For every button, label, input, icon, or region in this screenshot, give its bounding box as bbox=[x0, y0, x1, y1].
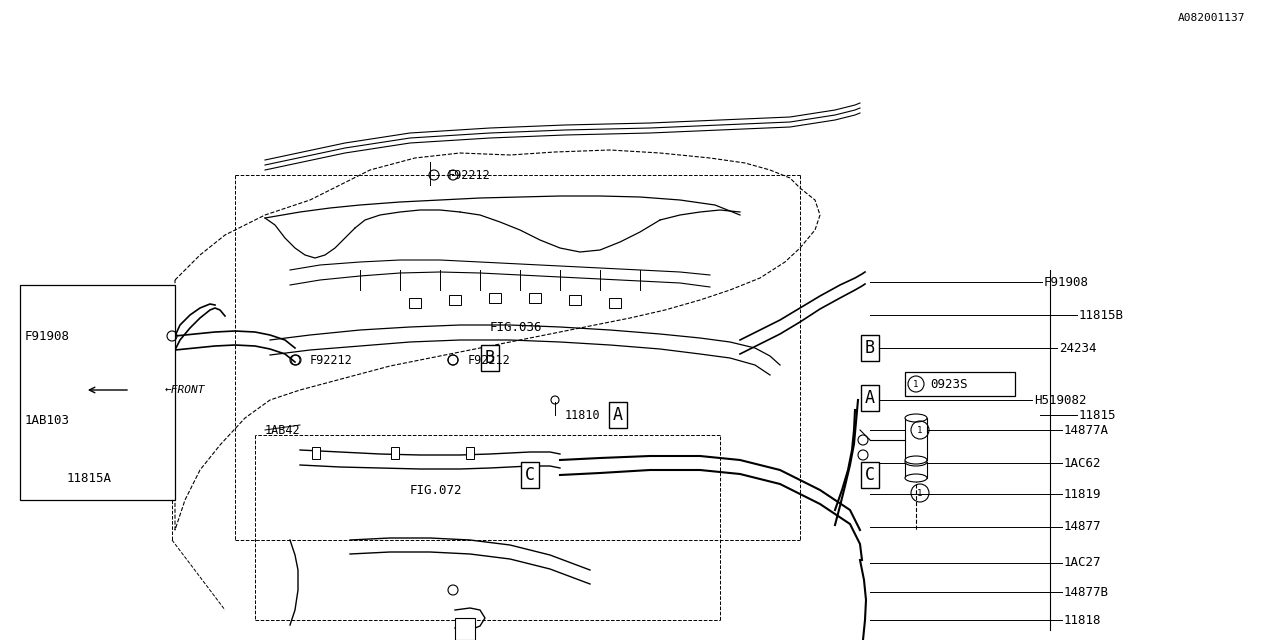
Text: 11815A: 11815A bbox=[67, 472, 113, 484]
Text: 1: 1 bbox=[914, 380, 919, 388]
Text: 1: 1 bbox=[918, 488, 923, 497]
Text: 1: 1 bbox=[918, 426, 923, 435]
Text: 24234: 24234 bbox=[1059, 342, 1097, 355]
Text: 11810: 11810 bbox=[564, 408, 600, 422]
Text: 1AB103: 1AB103 bbox=[26, 413, 70, 426]
Text: 14877B: 14877B bbox=[1064, 586, 1108, 598]
Bar bbox=[449, 295, 461, 305]
Text: 11815B: 11815B bbox=[1079, 308, 1124, 321]
Text: 14877: 14877 bbox=[1064, 520, 1102, 534]
Ellipse shape bbox=[905, 474, 927, 482]
Bar bbox=[905, 462, 927, 478]
Text: FIG.036: FIG.036 bbox=[490, 321, 543, 333]
Text: 1AC27: 1AC27 bbox=[1064, 557, 1102, 570]
Bar bbox=[609, 298, 621, 308]
Bar bbox=[466, 447, 474, 459]
Text: F92212: F92212 bbox=[448, 168, 490, 182]
Text: 11818: 11818 bbox=[1064, 614, 1102, 627]
Text: 1AB42: 1AB42 bbox=[265, 424, 301, 436]
Text: B: B bbox=[485, 349, 495, 367]
Bar bbox=[905, 418, 927, 460]
Text: C: C bbox=[525, 466, 535, 484]
Text: A: A bbox=[865, 389, 876, 407]
Text: A: A bbox=[613, 406, 623, 424]
Bar bbox=[529, 293, 541, 303]
Text: H519082: H519082 bbox=[1034, 394, 1087, 406]
Text: 0923S: 0923S bbox=[931, 378, 968, 390]
Ellipse shape bbox=[905, 458, 927, 466]
Text: 11819: 11819 bbox=[1064, 488, 1102, 500]
Text: 14877A: 14877A bbox=[1064, 424, 1108, 436]
Text: B: B bbox=[865, 339, 876, 357]
Bar bbox=[312, 447, 320, 459]
Ellipse shape bbox=[905, 414, 927, 422]
Bar bbox=[489, 293, 500, 303]
Bar bbox=[390, 447, 399, 459]
Text: 1AC62: 1AC62 bbox=[1064, 456, 1102, 470]
Text: F92212: F92212 bbox=[310, 353, 353, 367]
Text: F92212: F92212 bbox=[468, 353, 511, 367]
Text: FIG.072: FIG.072 bbox=[410, 483, 462, 497]
Text: ←FRONT: ←FRONT bbox=[165, 385, 206, 395]
Text: F91908: F91908 bbox=[1044, 275, 1089, 289]
Text: F91908: F91908 bbox=[26, 330, 70, 342]
Bar bbox=[410, 298, 421, 308]
Bar bbox=[570, 295, 581, 305]
Text: C: C bbox=[865, 466, 876, 484]
Ellipse shape bbox=[905, 456, 927, 464]
Text: 11815: 11815 bbox=[1079, 408, 1116, 422]
Bar bbox=[454, 618, 475, 640]
Text: A082001137: A082001137 bbox=[1178, 13, 1245, 23]
Bar bbox=[20, 285, 175, 500]
Bar bbox=[905, 372, 1015, 396]
